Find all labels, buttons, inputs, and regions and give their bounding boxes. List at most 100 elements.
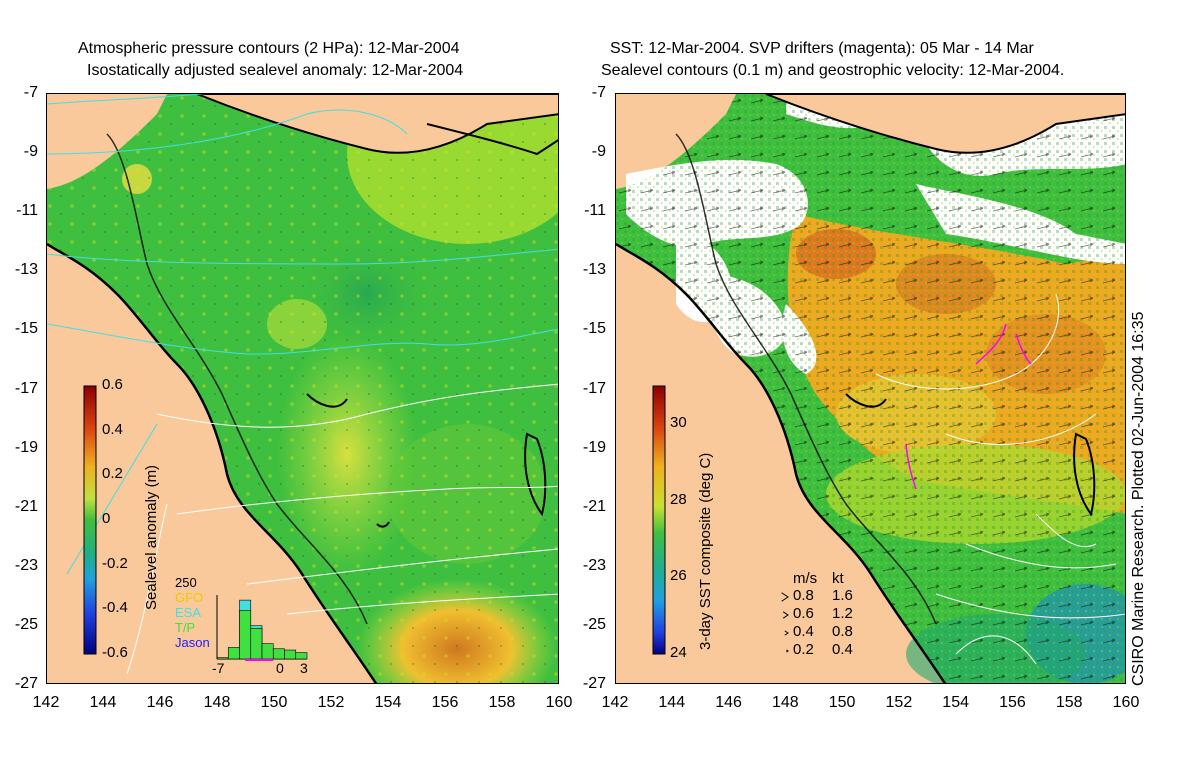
histogram-bar (284, 649, 297, 660)
satellite-legend-item: T/P (175, 620, 196, 635)
x-tick-right: 160 (1112, 694, 1140, 711)
histogram-bar (250, 627, 263, 660)
sla-colorbar-tick: 0.2 (102, 465, 123, 483)
y-tick-right: -27 (582, 675, 606, 692)
velocity-legend-ms: 0.4 (793, 623, 814, 640)
histogram-bar (261, 643, 274, 660)
velocity-legend-arrow (784, 630, 789, 636)
velocity-legend-kt: 0.8 (832, 623, 853, 640)
velocity-legend-kt: 0.4 (832, 641, 853, 658)
x-tick-right: 156 (999, 694, 1026, 711)
y-tick-left: -19 (14, 438, 38, 456)
histogram-bar (216, 657, 229, 660)
sla-colorbar (83, 385, 97, 655)
y-tick-left: -15 (14, 320, 38, 338)
y-tick-right: -17 (582, 379, 606, 397)
sla-colorbar-label: Sealevel anomaly (m) (143, 464, 160, 610)
histogram-axis-label: 0 (276, 660, 284, 676)
right-title-line2: Sealevel contours (0.1 m) and geostrophi… (601, 62, 1065, 79)
y-tick-left: -9 (23, 143, 38, 161)
y-tick-left: -13 (14, 261, 38, 279)
new-guinea-land (196, 94, 558, 154)
y-tick-right: -19 (582, 438, 606, 456)
x-tick-right: 146 (715, 694, 742, 711)
y-tick-right: -7 (591, 84, 606, 101)
histogram-bar (295, 652, 308, 660)
y-tick-right: -25 (582, 615, 606, 633)
y-tick-left: -27 (14, 675, 38, 692)
sst-colorbar-tick: 28 (670, 490, 687, 508)
x-tick-left: 146 (146, 694, 174, 711)
sst-colorbar-tick: 26 (670, 567, 687, 585)
velocity-legend-kt: 1.6 (832, 587, 853, 604)
y-tick-right: -15 (582, 320, 606, 338)
x-tick-left: 154 (374, 694, 402, 711)
sst-colorbar-tick: 24 (670, 644, 687, 661)
velocity-legend-header-ms: m/s (793, 570, 818, 587)
left-title-line2: Isostatically adjusted sealevel anomaly:… (87, 62, 464, 79)
histogram-count-label: 250 (175, 575, 197, 590)
y-tick-right: -21 (582, 497, 606, 515)
histogram-bar (227, 647, 240, 660)
velocity-legend-arrow (786, 649, 789, 653)
x-tick-right: 152 (885, 694, 913, 711)
x-tick-left: 158 (488, 694, 516, 711)
histogram-bar (239, 610, 252, 660)
histogram-axis-label: -7 (212, 660, 225, 676)
sla-colorbar-tick: -0.2 (102, 554, 128, 572)
velocity-legend-arrows (781, 592, 789, 653)
histogram-axis-label: 3 (300, 660, 308, 676)
velocity-legend-arrow (782, 611, 789, 619)
velocity-legend-ms: 0.6 (793, 605, 814, 622)
sla-colorbar-tick: 0.4 (102, 420, 123, 438)
velocity-legend-arrow (781, 592, 789, 602)
sla-colorbar-tick: -0.6 (102, 644, 128, 661)
velocity-legend-kt: 1.2 (832, 605, 853, 622)
x-tick-left: 148 (203, 694, 231, 711)
x-tick-right: 144 (658, 694, 686, 711)
sst-colorbar-label: 3-day SST composite (deg C) (697, 452, 714, 650)
sst-map[interactable] (615, 93, 1126, 684)
x-tick-right: 154 (942, 694, 969, 711)
x-tick-left: 156 (431, 694, 459, 711)
y-tick-left: -17 (14, 379, 38, 397)
sla-colorbar-tick: 0 (102, 510, 111, 527)
left-title-line1: Atmospheric pressure contours (2 HPa): 1… (78, 40, 460, 57)
x-tick-right: 148 (771, 694, 799, 711)
satellite-legend-item: ESA (175, 605, 202, 620)
y-tick-left: -25 (14, 615, 38, 633)
australia-coast (47, 242, 378, 683)
side-note-credit: CSIRO Marine Research. Plotted 02-Jun-20… (1130, 311, 1147, 686)
right-title-line1: SST: 12-Mar-2004. SVP drifters (magenta)… (610, 40, 1034, 57)
y-tick-left: -23 (14, 556, 38, 574)
x-tick-right: 150 (828, 694, 856, 711)
sla-colorbar-tick: -0.4 (102, 599, 128, 617)
x-tick-right: 158 (1055, 694, 1083, 711)
sst-map-canvas (616, 94, 1125, 683)
x-tick-left: 142 (32, 694, 60, 711)
x-tick-left: 160 (545, 694, 573, 711)
sst-colorbar (652, 385, 666, 655)
y-tick-right: -13 (582, 261, 606, 279)
histogram-bar (272, 648, 285, 660)
velocity-legend-ms: 0.8 (793, 587, 814, 604)
y-tick-right: -11 (584, 202, 606, 220)
y-tick-left: -21 (14, 497, 38, 515)
sla-colorbar-tick: 0.6 (102, 376, 123, 393)
velocity-legend-header-kt: kt (832, 570, 844, 587)
y-tick-left: -11 (16, 202, 38, 220)
satellite-legend-item: Jason (175, 635, 210, 650)
satellite-legend-item: GFO (175, 590, 204, 605)
x-tick-left: 152 (317, 694, 345, 711)
y-tick-right: -23 (582, 556, 606, 574)
x-tick-left: 150 (260, 694, 288, 711)
satellite-histogram (216, 595, 308, 661)
pressure-contour (47, 94, 206, 105)
sealevel-anomaly-map[interactable] (46, 93, 559, 684)
y-tick-right: -9 (591, 143, 606, 161)
y-tick-left: -7 (23, 84, 38, 101)
x-tick-left: 144 (89, 694, 117, 711)
sealevel-map-canvas (47, 94, 558, 683)
x-tick-right: 142 (601, 694, 629, 711)
velocity-legend-ms: 0.2 (793, 641, 814, 658)
